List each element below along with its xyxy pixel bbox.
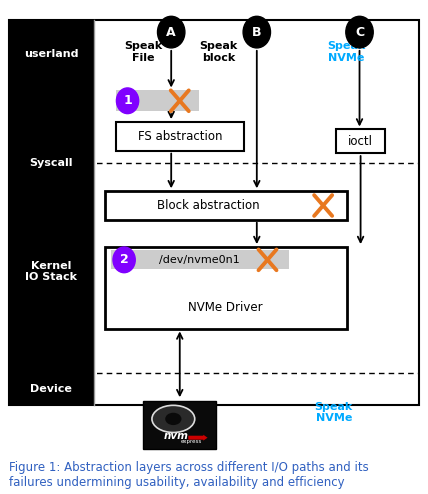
- Text: userland: userland: [24, 49, 79, 59]
- Text: Block abstraction: Block abstraction: [158, 199, 260, 212]
- Text: ioctl: ioctl: [348, 135, 373, 148]
- Text: Syscall: Syscall: [30, 158, 73, 168]
- Text: Speak
block: Speak block: [199, 41, 238, 63]
- Circle shape: [158, 16, 185, 48]
- FancyBboxPatch shape: [13, 141, 90, 185]
- FancyBboxPatch shape: [116, 90, 199, 111]
- FancyBboxPatch shape: [116, 122, 244, 151]
- Circle shape: [113, 247, 135, 273]
- FancyBboxPatch shape: [13, 190, 90, 353]
- FancyBboxPatch shape: [9, 20, 94, 405]
- FancyArrow shape: [188, 435, 208, 441]
- Text: C: C: [355, 26, 364, 39]
- Text: 1: 1: [123, 94, 132, 107]
- FancyBboxPatch shape: [13, 375, 90, 403]
- Text: NVMe Driver: NVMe Driver: [188, 301, 263, 314]
- FancyBboxPatch shape: [105, 191, 347, 220]
- FancyBboxPatch shape: [13, 22, 90, 86]
- Text: Speak
File: Speak File: [124, 41, 163, 63]
- Text: Speak
NVMe: Speak NVMe: [315, 402, 353, 423]
- Text: Device: Device: [30, 384, 72, 394]
- FancyBboxPatch shape: [111, 250, 289, 269]
- Text: 2: 2: [120, 253, 128, 266]
- Circle shape: [243, 16, 270, 48]
- FancyBboxPatch shape: [105, 247, 347, 329]
- Ellipse shape: [165, 413, 181, 425]
- FancyBboxPatch shape: [143, 401, 216, 449]
- Ellipse shape: [152, 405, 195, 433]
- Text: Kernel
IO Stack: Kernel IO Stack: [25, 261, 77, 283]
- Circle shape: [116, 88, 139, 114]
- FancyBboxPatch shape: [9, 20, 419, 405]
- Text: nvm: nvm: [164, 431, 189, 441]
- FancyBboxPatch shape: [336, 129, 385, 153]
- Circle shape: [346, 16, 373, 48]
- Text: A: A: [166, 26, 176, 39]
- Text: B: B: [252, 26, 262, 39]
- Text: Figure 1: Abstraction layers across different I/O paths and its
failures undermi: Figure 1: Abstraction layers across diff…: [9, 461, 369, 489]
- Text: Speak
NVMe: Speak NVMe: [327, 41, 366, 63]
- Text: express: express: [181, 439, 202, 444]
- Text: FS abstraction: FS abstraction: [137, 130, 222, 143]
- Text: /dev/nvme0n1: /dev/nvme0n1: [159, 255, 239, 265]
